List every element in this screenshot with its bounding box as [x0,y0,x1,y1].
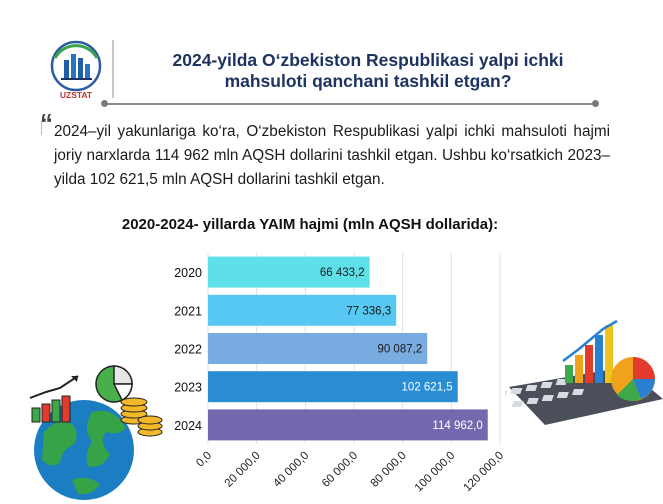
globe-growth-illustration [29,365,163,500]
x-tick-label: 120 000,0 [461,450,506,495]
x-tick-label: 0,0 [194,450,214,470]
bar-value-label: 77 336,3 [346,305,391,317]
x-tick-label: 40 000,0 [271,450,311,490]
logo-text: UZSTAT [60,90,93,100]
category-label: 2023 [174,381,202,395]
intro-paragraph: 2024–yil yakunlariga ko‘ra, O‘zbekiston … [54,123,610,188]
category-label: 2021 [174,304,202,318]
bar-2023 [208,371,458,403]
uzstat-logo: UZSTAT [50,40,102,100]
x-tick-label: 60 000,0 [320,450,360,490]
bar-2020 [208,256,370,288]
quote-mark: “ [40,108,53,138]
bar-value-label: 90 087,2 [377,344,422,356]
page-title: 2024-yilda O‘zbekiston Respublikasi yalp… [118,50,618,92]
header-rule-dot-right [592,100,599,107]
bar-2021 [208,294,397,326]
category-label: 2020 [174,266,202,280]
bar-value-label: 66 433,2 [320,267,365,279]
charts-on-keyboard-illustration [505,319,663,425]
x-tick-label: 80 000,0 [369,450,409,490]
category-label: 2024 [174,419,202,433]
title-divider [112,40,114,98]
category-label: 2022 [174,343,202,357]
title-line-1: 2024-yilda O‘zbekiston Respublikasi yalp… [172,50,564,70]
x-tick-label: 20 000,0 [223,450,263,490]
title-line-2: mahsuloti qanchani tashkil etgan? [224,71,512,91]
x-tick-label: 100 000,0 [413,450,458,495]
bar-value-label: 102 621,5 [402,382,453,394]
bar-value-label: 114 962,0 [432,420,482,432]
header-rule [105,103,595,105]
header-rule-dot-left [101,100,108,107]
chart-title: 2020-2024- yillarda YAIM hajmi (mln AQSH… [121,216,499,233]
bar-2022 [208,333,428,364]
quote-bar [41,121,42,135]
bar-2024 [208,409,488,441]
